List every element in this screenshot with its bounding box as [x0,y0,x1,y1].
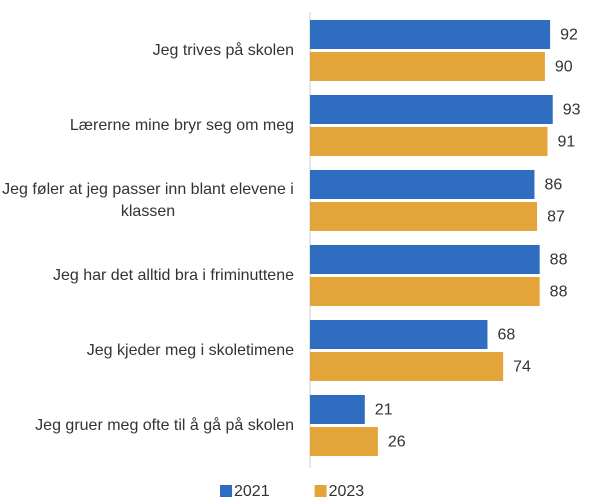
value-label: 68 [497,327,515,344]
category-text: Jeg gruer meg ofte til å gå på skolen [35,416,294,434]
bar [310,427,378,456]
bar [310,245,540,274]
bar [310,320,488,349]
value-label: 86 [544,177,562,194]
bar [310,352,504,381]
category-text: Lærerne mine bryr seg om meg [69,116,294,134]
category-text: Jeg føler at jeg passer inn blant eleven… [2,180,294,220]
category-label: Jeg kjeder meg i skoletimene [0,340,294,362]
value-label: 74 [513,359,531,376]
category-label: Jeg gruer meg ofte til å gå på skolen [0,415,294,437]
category-label: Jeg føler at jeg passer inn blant eleven… [0,179,294,223]
value-label: 91 [558,134,576,151]
bar [310,127,548,156]
value-label: 88 [550,284,568,301]
bar [310,395,365,424]
legend-label: 2021 [234,483,270,500]
bar [310,95,553,124]
bar [310,20,551,49]
value-label: 87 [547,209,565,226]
legend-label: 2023 [329,483,365,500]
category-label: Jeg trives på skolen [0,40,294,62]
value-label: 26 [388,434,406,451]
legend-swatch [220,485,232,497]
category-text: Jeg trives på skolen [152,41,294,59]
bar [310,52,545,81]
value-label: 90 [555,59,573,76]
value-label: 88 [550,252,568,269]
category-text: Jeg har det alltid bra i friminuttene [52,266,294,284]
bar [310,170,535,199]
value-label: 93 [563,102,581,119]
category-label: Jeg har det alltid bra i friminuttene [0,265,294,287]
category-text: Jeg kjeder meg i skoletimene [86,341,294,359]
value-label: 21 [375,402,393,419]
bar [310,277,540,306]
legend-swatch [314,485,327,497]
bar [310,202,538,231]
category-label: Lærerne mine bryr seg om meg [0,115,294,137]
value-label: 92 [560,27,578,44]
